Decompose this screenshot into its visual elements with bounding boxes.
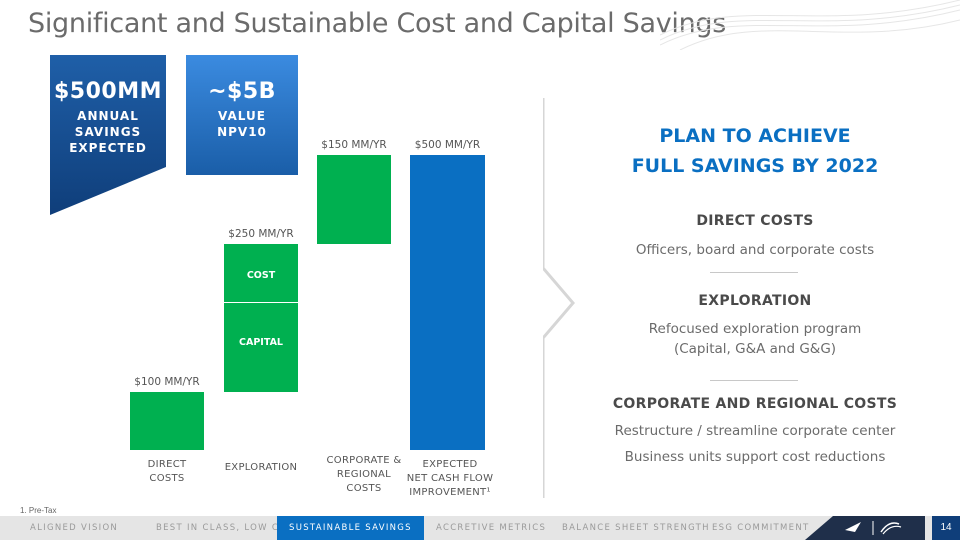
data-label-total: $500 MM/YR [414, 139, 481, 151]
category-label-direct: DIRECT COSTS [147, 459, 187, 484]
bar-exploration: COST CAPITAL [224, 244, 298, 392]
bar-segment-cost-label: COST [246, 270, 276, 281]
bar-segment-capital-label: CAPITAL [239, 337, 283, 348]
footnote: 1. Pre-Tax [20, 506, 57, 515]
section-title-exploration: EXPLORATION [698, 293, 812, 309]
plan-heading: PLAN TO ACHIEVE FULL SAVINGS BY 2022 [631, 125, 879, 177]
bottom-nav: ALIGNED VISION BEST IN CLASS, LOW CoS SU… [0, 516, 960, 540]
npv-label-2: NPV10 [217, 125, 267, 139]
annual-savings-label-2: SAVINGS [74, 125, 142, 139]
category-label-exploration: EXPLORATION [224, 462, 298, 473]
nav-balance-sheet-strength[interactable]: BALANCE SHEET STRENGTH [562, 523, 710, 533]
annual-savings-badge: $500MM ANNUAL SAVINGS EXPECTED [50, 55, 166, 215]
npv-label-1: VALUE [218, 109, 266, 123]
nav-logo-area: 14 [805, 516, 960, 540]
data-label-exploration: $250 MM/YR [228, 228, 294, 240]
section-rule-1 [710, 272, 798, 273]
annual-savings-label-3: EXPECTED [69, 141, 147, 155]
bar-direct-costs [130, 392, 204, 450]
npv-value: ~$5B [208, 79, 276, 104]
bar-corporate-regional [317, 155, 391, 244]
section-text-corporate-1: Restructure / streamline corporate cente… [614, 423, 896, 439]
bar-segment-divider [224, 302, 298, 303]
section-divider-chevron [543, 98, 575, 498]
page-title: Significant and Sustainable Cost and Cap… [28, 8, 727, 39]
section-text-corporate-2: Business units support cost reductions [624, 449, 886, 465]
annual-savings-value: $500MM [53, 79, 162, 104]
nav-sustainable-savings[interactable]: SUSTAINABLE SAVINGS [277, 516, 424, 540]
nav-esg-commitment[interactable]: ESG COMMITMENT [712, 523, 810, 533]
company-logo-icon [805, 516, 925, 540]
data-label-direct: $100 MM/YR [134, 376, 200, 388]
section-text-exploration-1: Refocused exploration program [648, 321, 862, 337]
section-text-direct-costs: Officers, board and corporate costs [635, 242, 875, 258]
category-label-total: EXPECTED NET CASH FLOW IMPROVEMENT¹ [406, 459, 494, 498]
section-rule-2 [710, 380, 798, 381]
npv-value-badge: ~$5B VALUE NPV10 [186, 55, 298, 175]
section-title-corporate-regional: CORPORATE AND REGIONAL COSTS [612, 396, 898, 412]
annual-savings-label-1: ANNUAL [77, 109, 139, 123]
nav-aligned-vision[interactable]: ALIGNED VISION [30, 523, 119, 533]
data-label-corporate: $150 MM/YR [321, 139, 387, 151]
category-label-corporate: CORPORATE & REGIONAL COSTS [326, 455, 402, 494]
nav-best-in-class[interactable]: BEST IN CLASS, LOW CoS [156, 523, 293, 533]
section-text-exploration-2: (Capital, G&A and G&G) [673, 341, 837, 357]
bar-expected-total [410, 155, 485, 450]
page-number: 14 [932, 516, 960, 540]
section-title-direct-costs: DIRECT COSTS [696, 213, 814, 229]
nav-accretive-metrics[interactable]: ACCRETIVE METRICS [436, 523, 547, 533]
decorative-wave-lines [660, 0, 960, 50]
